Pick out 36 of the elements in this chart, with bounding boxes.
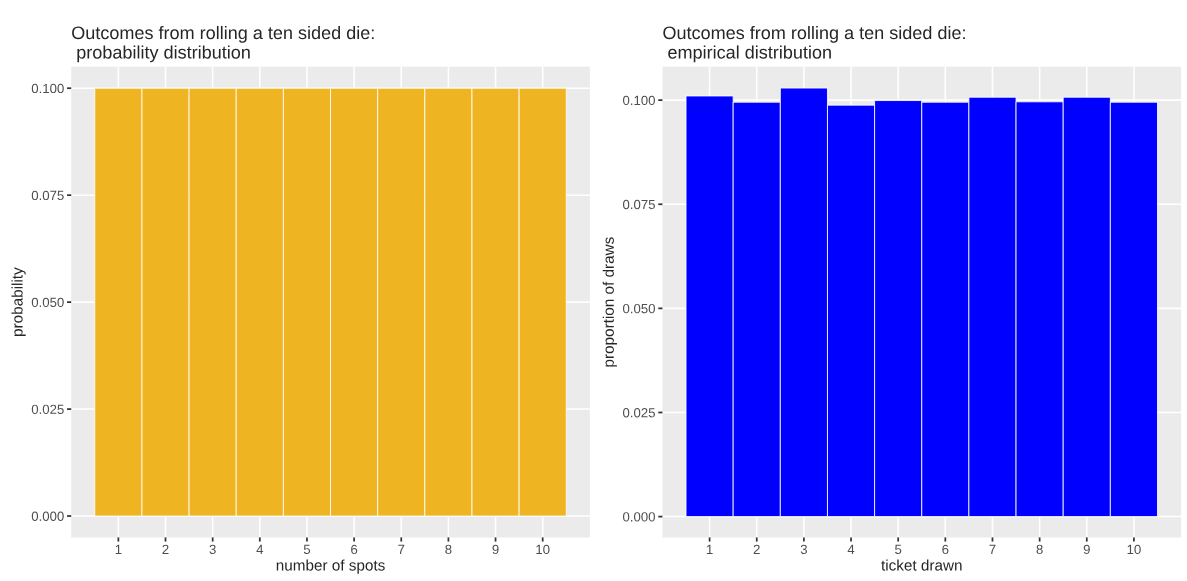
x-tick-label: 5	[303, 544, 311, 555]
x-tick-label: 3	[209, 544, 216, 555]
x-tick-label: 1	[115, 544, 122, 554]
x-tick-label: 10	[1127, 544, 1141, 555]
x-axis-title: number of spots	[276, 559, 385, 574]
x-tick-label: 6	[942, 544, 949, 555]
x-axis-title: ticket drawn	[881, 559, 962, 571]
y-tick-label: 0.025	[623, 408, 655, 418]
y-tick-label: 0.100	[623, 95, 655, 106]
x-tick-label: 4	[847, 544, 855, 554]
y-tick-label: 0.000	[623, 512, 655, 522]
y-tick-label: 0.000	[31, 511, 64, 521]
x-tick-label: 10	[536, 544, 550, 555]
y-tick-label: 0.050	[623, 303, 655, 314]
chart-title: Outcomes from rolling a ten sided die: probability distribution	[72, 25, 374, 63]
x-tick-label: 8	[445, 544, 452, 555]
y-tick-label: 0.025	[31, 404, 64, 414]
y-tick-label: 0.050	[31, 297, 64, 308]
y-tick-label: 0.100	[31, 83, 64, 94]
x-tick-label: 7	[989, 544, 996, 554]
x-tick-label: 2	[162, 544, 169, 554]
x-tick-label: 4	[256, 544, 264, 554]
x-tick-label: 1	[706, 544, 713, 554]
x-tick-label: 3	[800, 544, 807, 555]
x-tick-label: 2	[753, 544, 760, 554]
x-tick-label: 9	[1083, 544, 1090, 555]
x-tick-label: 6	[351, 544, 358, 555]
y-tick-label: 0.075	[31, 190, 64, 201]
chart-title: Outcomes from rolling a ten sided die: empirical distribution	[663, 25, 965, 63]
y-tick-label: 0.075	[623, 199, 655, 210]
x-tick-label: 5	[895, 544, 902, 555]
x-tick-label: 7	[398, 544, 405, 554]
y-axis-title: probability	[11, 267, 26, 336]
y-axis-title: proportion of draws	[602, 237, 617, 367]
x-tick-label: 9	[492, 544, 499, 555]
x-tick-label: 8	[1036, 544, 1043, 555]
